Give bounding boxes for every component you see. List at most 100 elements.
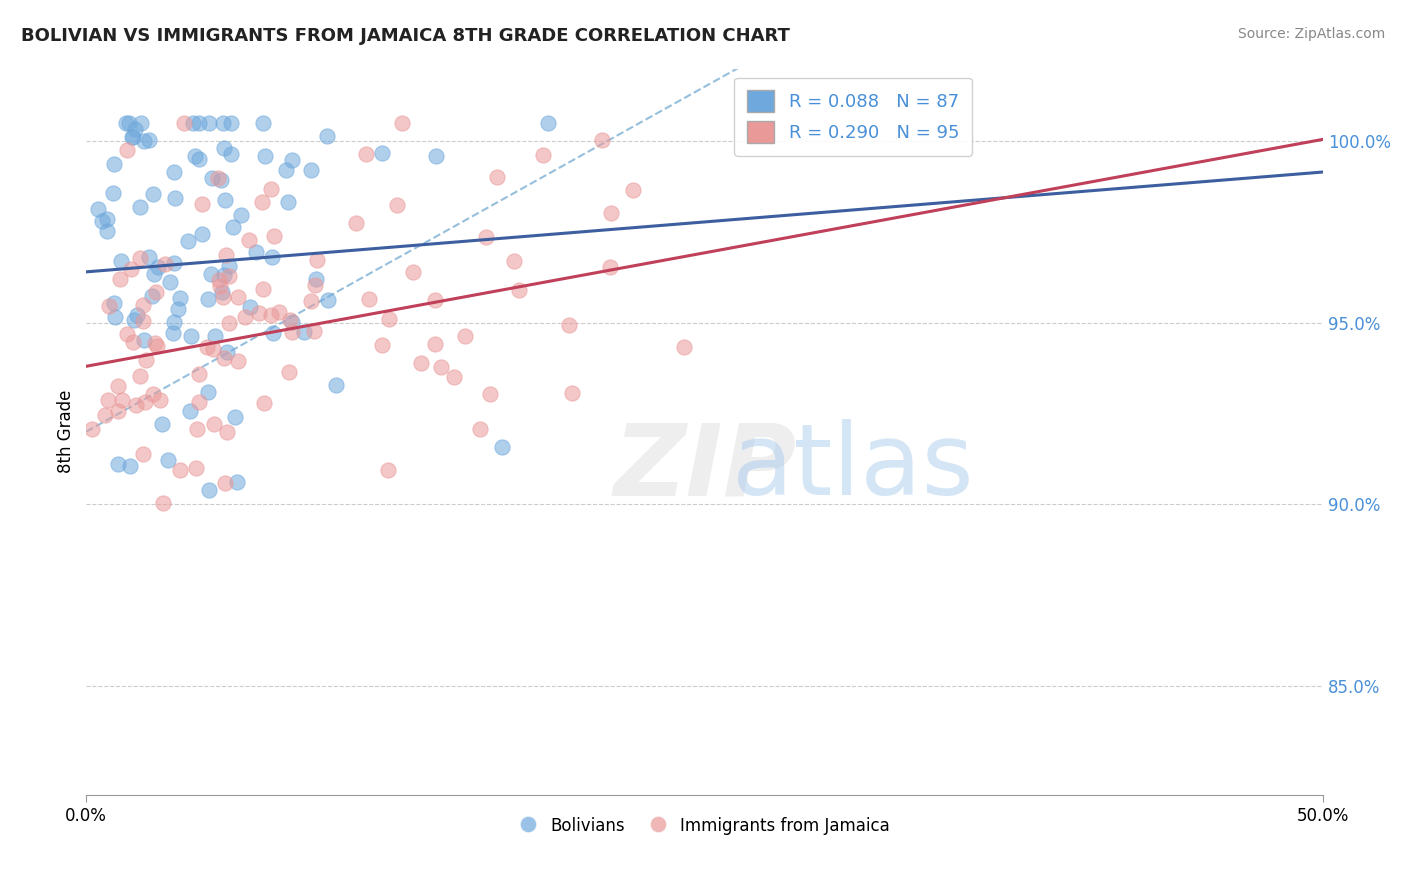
Immigrants from Jamaica	[149, 393, 172, 408]
Text: atlas: atlas	[733, 419, 974, 516]
Bolivians	[122, 129, 145, 144]
Bolivians	[276, 163, 298, 178]
Immigrants from Jamaica	[377, 463, 399, 477]
Bolivians	[212, 268, 235, 282]
Bolivians	[218, 259, 240, 273]
Bolivians	[146, 260, 169, 274]
Bolivians	[142, 268, 165, 282]
Immigrants from Jamaica	[184, 461, 207, 475]
Bolivians	[197, 293, 219, 307]
Bolivians	[180, 328, 202, 343]
Immigrants from Jamaica	[226, 354, 249, 368]
Immigrants from Jamaica	[218, 316, 240, 330]
Immigrants from Jamaica	[132, 447, 155, 461]
Immigrants from Jamaica	[195, 340, 218, 354]
Immigrants from Jamaica	[250, 195, 273, 210]
Immigrants from Jamaica	[129, 368, 152, 383]
Immigrants from Jamaica	[247, 306, 270, 320]
Immigrants from Jamaica	[97, 299, 120, 313]
Bolivians	[221, 219, 243, 234]
Bolivians	[104, 310, 127, 324]
Bolivians	[132, 333, 155, 347]
Immigrants from Jamaica	[107, 379, 129, 393]
Bolivians	[212, 141, 235, 155]
Bolivians	[292, 325, 315, 339]
Bolivians	[304, 272, 326, 286]
Immigrants from Jamaica	[475, 229, 498, 244]
Bolivians	[90, 213, 112, 227]
Immigrants from Jamaica	[169, 463, 191, 477]
Immigrants from Jamaica	[391, 116, 413, 130]
Bolivians	[371, 145, 394, 160]
Immigrants from Jamaica	[409, 356, 432, 370]
Immigrants from Jamaica	[122, 334, 145, 349]
Y-axis label: 8th Grade: 8th Grade	[58, 390, 75, 474]
Immigrants from Jamaica	[385, 198, 408, 212]
Immigrants from Jamaica	[267, 305, 290, 319]
Bolivians	[115, 116, 138, 130]
Bolivians	[204, 328, 226, 343]
Immigrants from Jamaica	[423, 337, 446, 351]
Bolivians	[141, 289, 163, 303]
Bolivians	[179, 404, 201, 418]
Bolivians	[260, 251, 283, 265]
Immigrants from Jamaica	[599, 260, 621, 275]
Bolivians	[187, 116, 209, 130]
Immigrants from Jamaica	[508, 283, 530, 297]
Bolivians	[152, 417, 174, 431]
Immigrants from Jamaica	[145, 285, 167, 300]
Immigrants from Jamaica	[173, 116, 195, 130]
Immigrants from Jamaica	[233, 310, 256, 324]
Bolivians	[103, 295, 125, 310]
Bolivians	[226, 475, 249, 489]
Bolivians	[229, 208, 252, 222]
Immigrants from Jamaica	[108, 272, 131, 286]
Immigrants from Jamaica	[132, 314, 155, 328]
Bolivians	[163, 165, 186, 179]
Bolivians	[325, 377, 347, 392]
Immigrants from Jamaica	[278, 313, 301, 327]
Immigrants from Jamaica	[135, 352, 157, 367]
Bolivians	[96, 211, 118, 226]
Immigrants from Jamaica	[209, 279, 232, 293]
Bolivians	[239, 301, 262, 315]
Bolivians	[142, 186, 165, 201]
Bolivians	[166, 301, 188, 316]
Immigrants from Jamaica	[214, 476, 236, 491]
Immigrants from Jamaica	[561, 386, 583, 401]
Immigrants from Jamaica	[218, 268, 240, 283]
Bolivians	[221, 146, 243, 161]
Immigrants from Jamaica	[486, 169, 509, 184]
Immigrants from Jamaica	[468, 422, 491, 436]
Bolivians	[107, 457, 129, 471]
Immigrants from Jamaica	[280, 325, 302, 339]
Bolivians	[162, 326, 184, 341]
Bolivians	[156, 453, 179, 467]
Immigrants from Jamaica	[443, 369, 465, 384]
Bolivians	[96, 224, 118, 238]
Immigrants from Jamaica	[107, 404, 129, 418]
Bolivians	[118, 116, 141, 130]
Bolivians	[197, 483, 219, 497]
Immigrants from Jamaica	[479, 387, 502, 401]
Bolivians	[280, 315, 302, 329]
Immigrants from Jamaica	[531, 147, 554, 161]
Immigrants from Jamaica	[186, 422, 208, 436]
Bolivians	[281, 153, 304, 167]
Immigrants from Jamaica	[202, 417, 225, 431]
Bolivians	[169, 291, 191, 305]
Immigrants from Jamaica	[134, 395, 156, 409]
Bolivians	[191, 227, 214, 241]
Immigrants from Jamaica	[357, 293, 380, 307]
Immigrants from Jamaica	[344, 216, 367, 230]
Bolivians	[110, 254, 132, 268]
Immigrants from Jamaica	[307, 253, 329, 268]
Bolivians	[103, 186, 125, 201]
Immigrants from Jamaica	[202, 343, 225, 357]
Bolivians	[224, 410, 246, 425]
Immigrants from Jamaica	[143, 335, 166, 350]
Legend: Bolivians, Immigrants from Jamaica: Bolivians, Immigrants from Jamaica	[512, 807, 898, 845]
Immigrants from Jamaica	[145, 339, 167, 353]
Immigrants from Jamaica	[600, 205, 623, 219]
Immigrants from Jamaica	[97, 393, 120, 408]
